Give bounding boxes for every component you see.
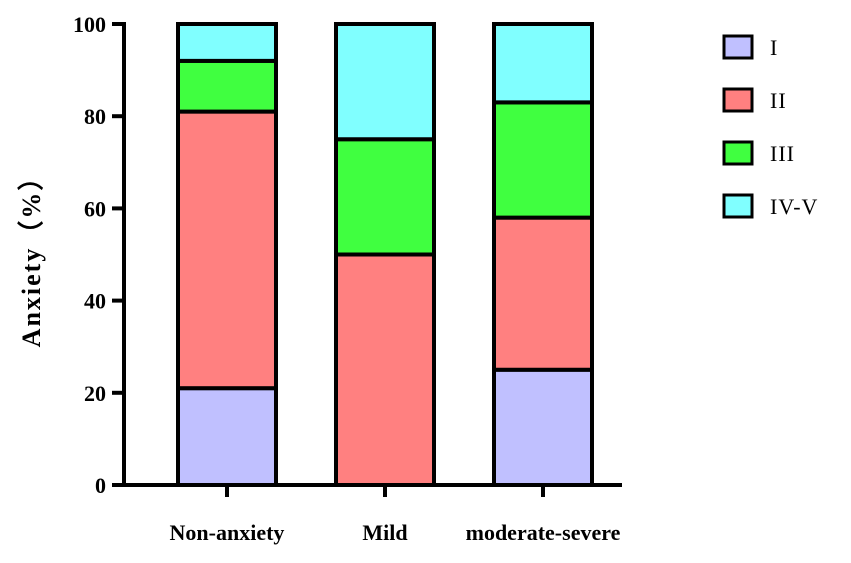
bar-segment-mild-iii bbox=[334, 137, 436, 257]
legend-label-iii: III bbox=[770, 141, 795, 166]
x-tick-label: Non-anxiety bbox=[170, 520, 285, 545]
bar-segment-non-anxiety-ii bbox=[176, 109, 278, 391]
y-tick-label: 80 bbox=[84, 104, 106, 129]
y-tick-label: 60 bbox=[84, 196, 106, 221]
legend-label-ii: II bbox=[770, 88, 787, 113]
bar-segment-non-anxiety-iv-v bbox=[176, 22, 278, 63]
legend-swatch-i bbox=[722, 34, 754, 60]
y-tick-label: 100 bbox=[73, 12, 106, 37]
bar-segment-moderate-severe-iv-v bbox=[492, 22, 594, 105]
bar-segment-moderate-severe-iii bbox=[492, 100, 594, 220]
legend-label-i: I bbox=[770, 35, 778, 60]
y-tick-label: 20 bbox=[84, 381, 106, 406]
y-tick-label: 40 bbox=[84, 289, 106, 314]
legend-label-iv-v: IV-V bbox=[770, 194, 818, 219]
bars-group bbox=[176, 22, 594, 487]
bar-segment-mild-ii bbox=[334, 252, 436, 487]
x-tick-label: Mild bbox=[362, 520, 407, 545]
bar-segment-moderate-severe-i bbox=[492, 367, 594, 487]
bar-segment-non-anxiety-iii bbox=[176, 58, 278, 114]
bar-segment-mild-iv-v bbox=[334, 22, 436, 142]
bar-segment-moderate-severe-ii bbox=[492, 215, 594, 372]
y-axis-title: Anxiety（%） bbox=[17, 163, 46, 348]
legend-swatch-ii bbox=[722, 87, 754, 113]
x-tick-label: moderate-severe bbox=[466, 520, 621, 545]
legend-swatch-iv-v bbox=[722, 193, 754, 219]
y-tick-label: 0 bbox=[95, 473, 106, 498]
legend-swatch-iii bbox=[722, 140, 754, 166]
bar-segment-non-anxiety-i bbox=[176, 386, 278, 487]
axes-group: 0 20 40 60 80 100 Non-anxiety Mild moderate-seve… bbox=[73, 12, 622, 545]
